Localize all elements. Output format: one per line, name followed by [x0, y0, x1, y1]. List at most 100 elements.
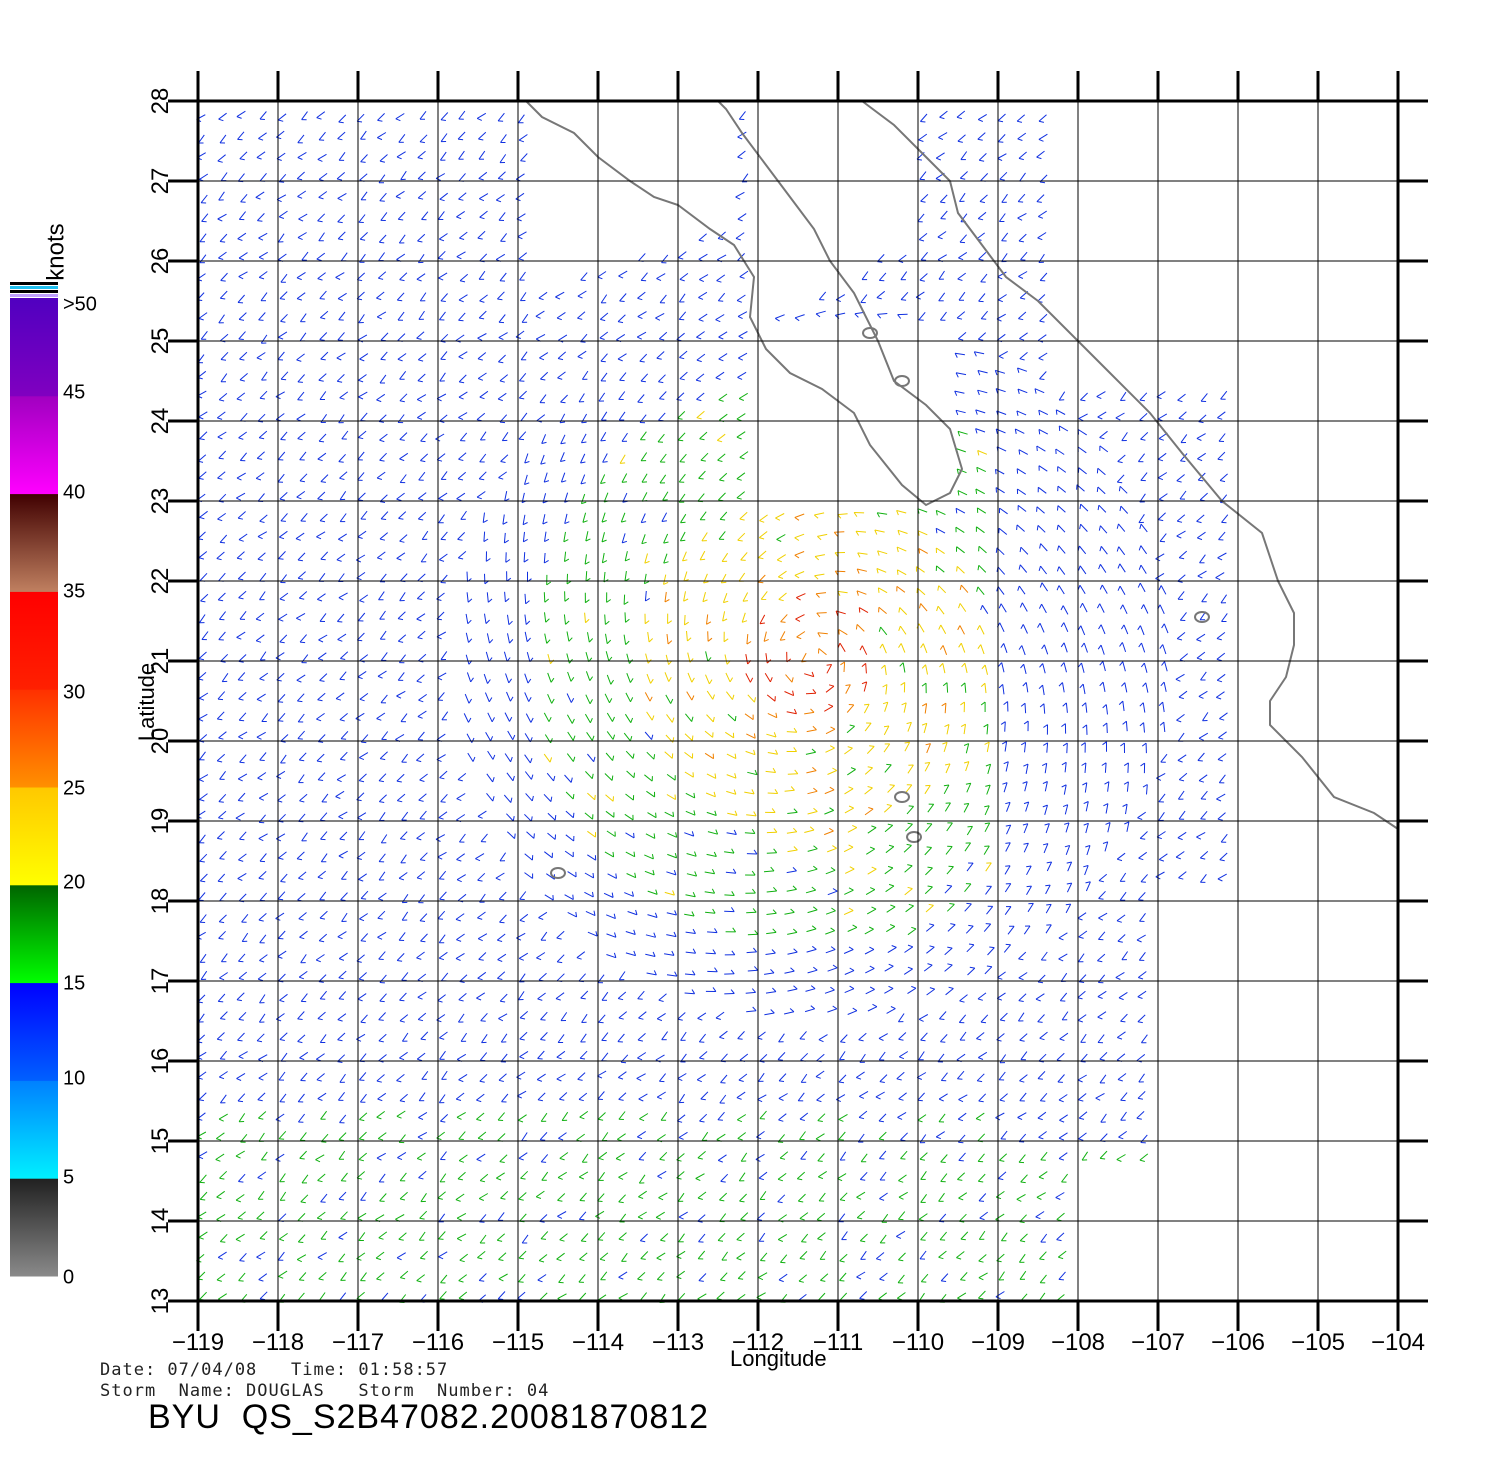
- wind-barb: [299, 1132, 307, 1141]
- wind-barb-flag: [838, 1118, 844, 1122]
- wind-barb: [1145, 682, 1149, 693]
- wind-barb: [603, 571, 606, 583]
- wind-barb: [639, 1292, 647, 1301]
- wind-barb: [238, 692, 247, 700]
- wind-barb: [641, 473, 648, 483]
- wind-barb: [965, 761, 970, 772]
- wind-barb-flag: [278, 720, 284, 722]
- wind-barb-flag: [238, 859, 244, 862]
- wind-barb: [418, 1092, 426, 1101]
- wind-barb: [686, 691, 693, 701]
- wind-barb: [1099, 445, 1109, 453]
- wind-barb-flag: [564, 597, 570, 602]
- wind-barb-flag: [299, 1057, 305, 1061]
- wind-barb-flag: [341, 738, 347, 740]
- wind-barb: [338, 1231, 348, 1239]
- wind-barb: [199, 572, 208, 581]
- wind-barb: [940, 1173, 948, 1182]
- wind-barb-flag: [907, 864, 913, 867]
- wind-barb-flag: [220, 660, 226, 663]
- wind-barb-flag: [518, 438, 525, 441]
- wind-barb: [258, 271, 268, 278]
- wind-barb-flag: [852, 1007, 858, 1012]
- wind-barb: [298, 1272, 307, 1281]
- wind-barb: [1098, 890, 1106, 899]
- wind-barb-flag: [929, 987, 935, 990]
- wind-barb: [218, 393, 228, 401]
- wind-barb: [886, 925, 896, 933]
- wind-barb: [438, 514, 445, 524]
- wind-barb: [297, 1093, 305, 1103]
- wind-barb: [497, 1133, 506, 1141]
- wind-barb-flag: [1140, 762, 1145, 767]
- wind-barb: [557, 1193, 566, 1201]
- wind-barb-flag: [700, 558, 706, 561]
- wind-barb: [237, 511, 246, 519]
- wind-barb-flag: [1020, 663, 1025, 669]
- wind-barb: [925, 905, 934, 913]
- wind-barb-flag: [648, 638, 654, 643]
- wind-barb-flag: [418, 1117, 424, 1120]
- wind-barb: [495, 253, 506, 260]
- wind-barb: [839, 1292, 848, 1301]
- wind-barb: [866, 908, 877, 915]
- wind-barb-flag: [879, 1198, 885, 1201]
- wind-barb: [983, 923, 992, 932]
- wind-barb: [399, 272, 408, 280]
- wind-barb-flag: [679, 278, 685, 282]
- wind-barb: [456, 853, 465, 860]
- wind-barb-flag: [655, 317, 661, 321]
- wind-barb: [416, 753, 425, 761]
- wind-barb-flag: [876, 512, 880, 518]
- wind-barb: [335, 790, 345, 798]
- wind-barb: [1146, 784, 1148, 795]
- wind-barb: [238, 1011, 247, 1020]
- wind-barb-flag: [722, 618, 728, 622]
- wind-barb-flag: [1137, 1021, 1143, 1024]
- wind-barb-flag: [816, 612, 821, 618]
- wind-barb: [1045, 924, 1052, 934]
- wind-barb-flag: [279, 641, 285, 644]
- wind-barb: [647, 914, 658, 918]
- wind-barb: [606, 933, 617, 938]
- wind-barb-flag: [589, 676, 594, 681]
- wind-barb-flag: [1018, 1000, 1024, 1002]
- wind-barb-flag: [1043, 724, 1048, 728]
- wind-barb: [417, 973, 427, 981]
- wind-barb: [986, 784, 991, 795]
- wind-barb-flag: [557, 358, 564, 361]
- wind-barb-flag: [536, 1196, 542, 1199]
- wind-barb-flag: [1039, 582, 1043, 588]
- wind-barb-flag: [772, 928, 777, 933]
- wind-barb: [1125, 721, 1128, 732]
- wind-barb: [360, 890, 369, 899]
- wind-barb: [975, 428, 986, 433]
- wind-barb-flag: [1142, 784, 1148, 788]
- wind-barb: [297, 1292, 305, 1301]
- wind-barb: [580, 1233, 589, 1242]
- wind-barb: [887, 946, 897, 954]
- wind-barb: [498, 891, 507, 900]
- wind-barb-flag: [1019, 338, 1025, 341]
- wind-barb-flag: [1116, 1159, 1122, 1162]
- wind-barb: [838, 1131, 846, 1140]
- wind-barb: [557, 1293, 567, 1300]
- wind-barb: [484, 613, 487, 624]
- wind-barb: [320, 831, 328, 840]
- wind-barb: [340, 1272, 347, 1281]
- wind-barb: [807, 909, 818, 914]
- wind-barb-flag: [753, 849, 758, 855]
- wind-barb: [241, 932, 249, 942]
- wind-barb-flag: [888, 883, 895, 887]
- wind-barb: [606, 712, 613, 722]
- wind-barb: [261, 371, 268, 381]
- wind-barb: [718, 353, 728, 360]
- wind-barb: [438, 1231, 446, 1240]
- wind-barb: [219, 290, 228, 299]
- wind-barb: [498, 1273, 508, 1280]
- wind-barb-flag: [775, 517, 781, 521]
- wind-barb: [959, 994, 968, 1002]
- wind-barb-flag: [1138, 545, 1142, 551]
- wind-barb-flag: [737, 1138, 743, 1141]
- wind-barb: [1021, 602, 1028, 612]
